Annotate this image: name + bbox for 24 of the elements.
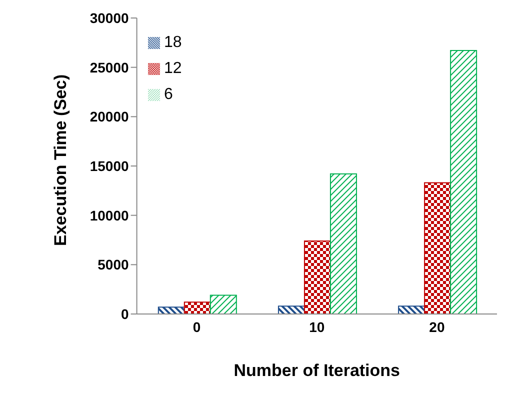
legend-label: 18	[164, 34, 182, 51]
bar	[158, 306, 185, 314]
bar	[304, 240, 331, 314]
x-tick-label: 10	[309, 318, 325, 335]
legend-label: 6	[164, 86, 173, 103]
y-axis-title: Execution Time (Sec)	[50, 74, 70, 246]
y-tick-label: 5000	[98, 256, 129, 273]
y-tick-label: 30000	[90, 10, 130, 26]
bar	[450, 50, 478, 314]
y-tick-label: 20000	[90, 108, 130, 125]
bar	[330, 173, 357, 314]
bar	[184, 302, 211, 314]
x-tick-label: 0	[192, 318, 201, 335]
bar	[278, 306, 305, 314]
bar	[210, 294, 237, 314]
legend-label: 12	[164, 60, 182, 77]
bar	[398, 306, 426, 314]
y-tick-label: 15000	[90, 158, 130, 174]
y-tick-label: 0	[121, 306, 129, 322]
y-tick-label: 25000	[90, 59, 130, 76]
y-tick-label: 10000	[90, 207, 130, 224]
bar	[424, 182, 452, 314]
x-axis-title: Number of Iterations	[234, 361, 400, 380]
x-tick-label: 20	[429, 318, 445, 335]
